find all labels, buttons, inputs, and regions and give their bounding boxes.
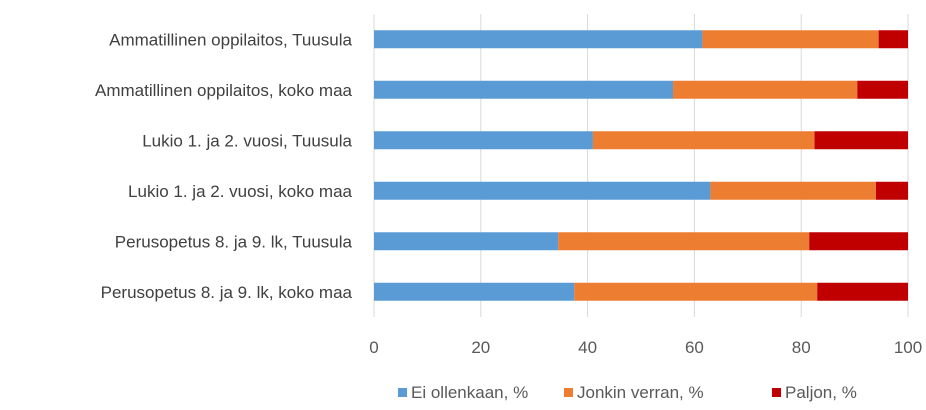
bar-segment [592,131,815,150]
bar-segment [878,30,908,49]
bar-segment [857,80,908,99]
x-tick-label: 80 [792,338,811,357]
legend-swatch [772,388,781,397]
legend-label: Jonkin verran, % [577,383,704,402]
category-label: Ammatillinen oppilaitos, koko maa [95,81,353,100]
grid-lines [373,14,909,317]
x-tick-label: 0 [369,338,378,357]
bar-segment [710,181,876,200]
bar-segment [574,282,818,301]
category-labels: Ammatillinen oppilaitos, Tuusula Ammatill… [95,30,353,302]
category-label: Perusopetus 8. ja 9. lk, Tuusula [115,232,353,251]
category-label: Lukio 1. ja 2. vuosi, koko maa [128,182,353,201]
category-label: Perusopetus 8. ja 9. lk, koko maa [101,283,353,302]
bar-segment [374,181,711,200]
bar-segment [374,232,559,251]
bar-segment [374,80,674,99]
legend-label: Ei ollenkaan, % [411,383,528,402]
x-tick-label: 20 [471,338,490,357]
legend-swatch [564,388,573,397]
bar-segment [875,181,908,200]
bar-segment [814,131,908,150]
x-tick-labels: 0 20 40 60 80 100 [369,338,922,357]
bar-segment [702,30,879,49]
bar-segment [374,131,593,150]
bar-segment [374,30,703,49]
x-tick-label: 100 [894,338,922,357]
legend: Ei ollenkaan, % Jonkin verran, % Paljon, % [398,383,857,402]
bar-segment [809,232,908,251]
bar-segment [558,232,810,251]
x-tick-label: 40 [578,338,597,357]
x-tick-label: 60 [685,338,704,357]
bar-segment [673,80,858,99]
category-label: Lukio 1. ja 2. vuosi, Tuusula [142,131,352,150]
legend-label: Paljon, % [785,383,857,402]
bars [374,30,908,301]
legend-swatch [398,388,407,397]
bar-segment [374,282,575,301]
bar-segment [817,282,908,301]
category-label: Ammatillinen oppilaitos, Tuusula [109,30,352,49]
